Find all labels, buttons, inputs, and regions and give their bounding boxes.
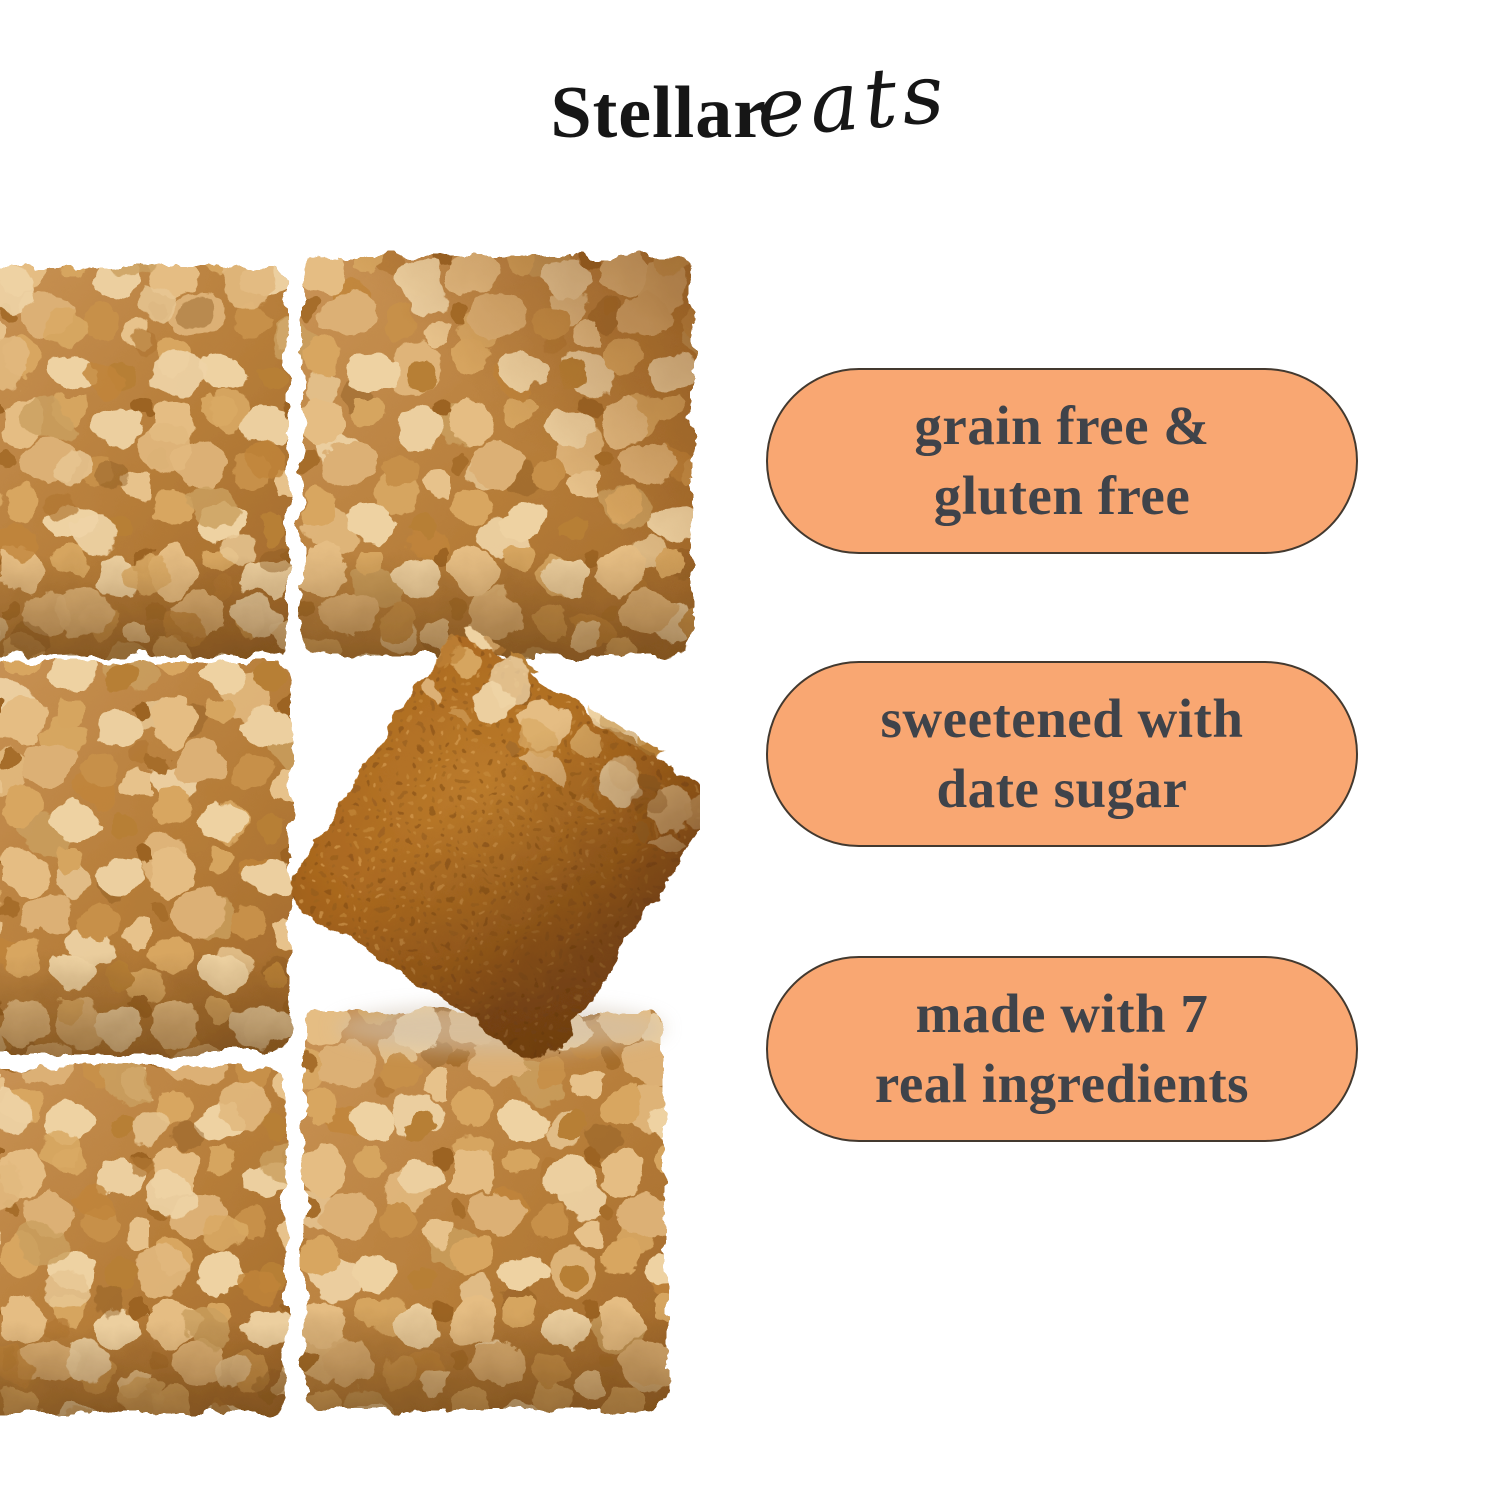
- cake-slice-tilted: [291, 630, 700, 1057]
- badge-date-sugar-line1: sweetened with: [880, 687, 1244, 749]
- brand-name-serif: Stellar: [550, 72, 768, 154]
- badge-real-ingredients: made with 7 real ingredients: [766, 956, 1358, 1142]
- badge-date-sugar-line2: date sugar: [936, 758, 1188, 819]
- product-photo: [0, 248, 700, 1508]
- badge-date-sugar: sweetened with date sugar: [766, 661, 1358, 847]
- badge-real-ingredients-line2: real ingredients: [874, 1053, 1250, 1114]
- brand-logo: Stellareats: [0, 46, 1500, 157]
- cake-piece-middle-left: [0, 662, 290, 1054]
- badge-grain-free: grain free & gluten free: [766, 368, 1358, 554]
- cake-piece-top-left: [0, 268, 288, 656]
- cake-piece-bottom-center: [304, 1012, 664, 1410]
- cake-piece-top-right: [302, 256, 692, 656]
- badge-grain-free-line2: gluten free: [933, 465, 1191, 526]
- badge-real-ingredients-line1: made with 7: [915, 982, 1209, 1044]
- crumb-cake-illustration: [0, 256, 700, 1412]
- cake-piece-bottom-left: [0, 1066, 286, 1412]
- badge-grain-free-line1: grain free &: [914, 394, 1210, 456]
